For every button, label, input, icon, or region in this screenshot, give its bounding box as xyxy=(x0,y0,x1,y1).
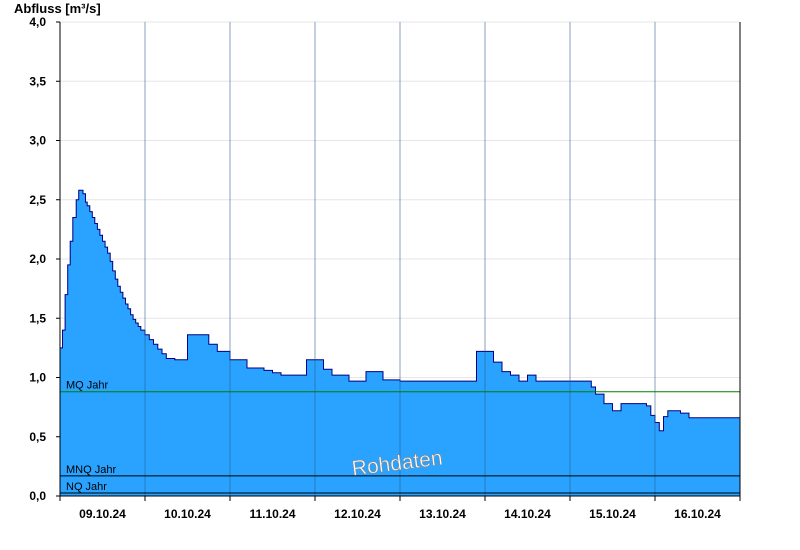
y-tick-label: 1,0 xyxy=(29,371,46,385)
x-tick-label: 15.10.24 xyxy=(589,507,636,521)
discharge-line xyxy=(60,189,741,432)
y-tick-label: 2,5 xyxy=(29,193,46,207)
reference-label: MNQ Jahr xyxy=(66,464,116,476)
x-tick-label: 09.10.24 xyxy=(79,507,126,521)
y-axis-label: Abfluss [m³/s] xyxy=(14,1,101,16)
x-tick-labels: 09.10.24 10.10.24 11.10.24 12.10.24 13.10.24… xyxy=(79,507,721,521)
reference-label: NQ Jahr xyxy=(66,481,107,493)
y-tick-label: 3,0 xyxy=(29,134,46,148)
x-tick-label: 11.10.24 xyxy=(249,507,295,521)
x-tick-label: 14.10.24 xyxy=(504,507,551,521)
y-tick-label: 0,0 xyxy=(29,489,46,503)
y-tick-label: 3,5 xyxy=(29,74,46,88)
day-separators xyxy=(144,22,656,496)
x-tick-label: 10.10.24 xyxy=(164,507,211,521)
x-tick-label: 13.10.24 xyxy=(419,507,466,521)
y-tick-label: 0,5 xyxy=(29,430,46,444)
axes xyxy=(56,21,741,501)
y-tick-label: 4,0 xyxy=(29,15,46,29)
y-tick-label: 1,5 xyxy=(29,311,46,325)
y-tick-label: 2,0 xyxy=(29,252,46,266)
reference-lines: MQ Jahr MNQ Jahr NQ Jahr xyxy=(60,380,740,494)
x-tick-label: 16.10.24 xyxy=(674,507,721,521)
reference-label: MQ Jahr xyxy=(66,380,109,392)
y-tick-labels: 0,0 0,5 1,0 1,5 2,0 2,5 3,0 3,5 4,0 xyxy=(29,15,46,503)
x-tick-label: 12.10.24 xyxy=(334,507,381,521)
